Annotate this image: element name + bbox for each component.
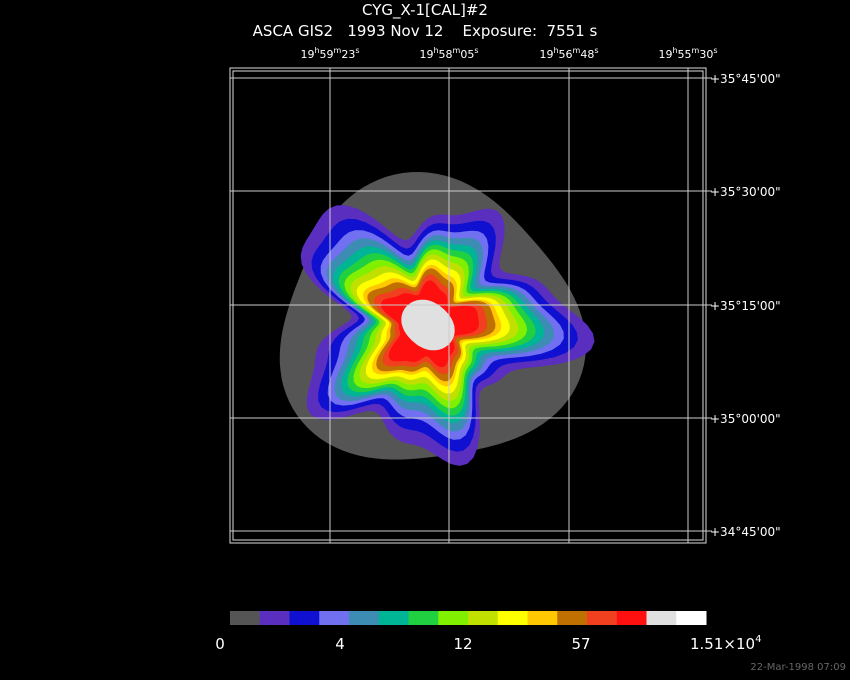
colorbar-swatch [289,611,320,625]
colorbar-swatch [646,611,677,625]
colorbar-swatch [468,611,499,625]
sky-image [279,172,595,466]
title: CYG_X-1[CAL]#2 [362,1,488,20]
ra-value: 23 [341,48,355,61]
timestamp: 22-Mar-1998 07:09 [750,662,846,673]
colorbar-swatch [497,611,528,625]
colorbar-swatch [259,611,290,625]
ra-label: 19h58m05s [419,46,478,61]
ra-value: 48 [580,48,594,61]
coordinate-grid: 19h59m23s 19h58m05s 19h56m48s 19h55m30s+35°… [230,46,781,543]
colorbar-label: 4 [335,635,345,653]
dec-label: +35°00'00" [710,412,781,426]
colorbar-swatch [378,611,409,625]
ra-value: 19 [539,48,553,61]
ra-unit: h [314,46,319,55]
dec-label: +35°30'00" [710,185,781,199]
dec-label: +35°45'00" [710,72,781,86]
colorbar-swatch [349,611,380,625]
ra-value: 55 [678,48,692,61]
contour [401,299,455,351]
ra-value: 19 [419,48,433,61]
colorbar: 0 4 12 57 1.51×104 [215,611,761,653]
dec-label: +34°45'00" [710,525,781,539]
ra-unit: h [433,46,438,55]
dec-label: +35°15'00" [710,299,781,313]
ra-unit: m [573,46,581,55]
colorbar-label: 57 [571,635,590,653]
ra-unit: h [553,46,558,55]
colorbar-swatch [527,611,558,625]
ra-value: 58 [439,48,453,61]
ra-value: 56 [559,48,573,61]
ra-label: 19h55m30s [658,46,717,61]
ra-label: 19h59m23s [300,46,359,61]
colorbar-swatch [408,611,439,625]
colorbar-swatch [587,611,618,625]
ra-unit: m [692,46,700,55]
colorbar-swatch [616,611,647,625]
ra-unit: s [713,46,717,55]
ra-unit: s [474,46,478,55]
subtitle: ASCA GIS2 1993 Nov 12 Exposure: 7551 s [253,22,598,40]
colorbar-swatch [230,611,261,625]
ra-value: 59 [320,48,334,61]
colorbar-swatch [438,611,469,625]
colorbar-label: 12 [453,635,472,653]
ra-unit: m [453,46,461,55]
ra-label: 19h56m48s [539,46,598,61]
colorbar-max-label: 1.51×104 [690,634,761,653]
ra-unit: s [594,46,598,55]
colorbar-swatch [676,611,707,625]
colorbar-swatch [557,611,588,625]
colorbar-swatch [319,611,350,625]
ra-value: 19 [658,48,672,61]
ra-value: 19 [300,48,314,61]
mantissa: 1.51×10 [690,635,755,653]
ra-value: 05 [460,48,474,61]
exponent: 4 [755,634,761,645]
colorbar-label: 0 [215,635,225,653]
ra-unit: h [672,46,677,55]
ra-unit: m [334,46,342,55]
ra-value: 30 [699,48,713,61]
ra-unit: s [355,46,359,55]
